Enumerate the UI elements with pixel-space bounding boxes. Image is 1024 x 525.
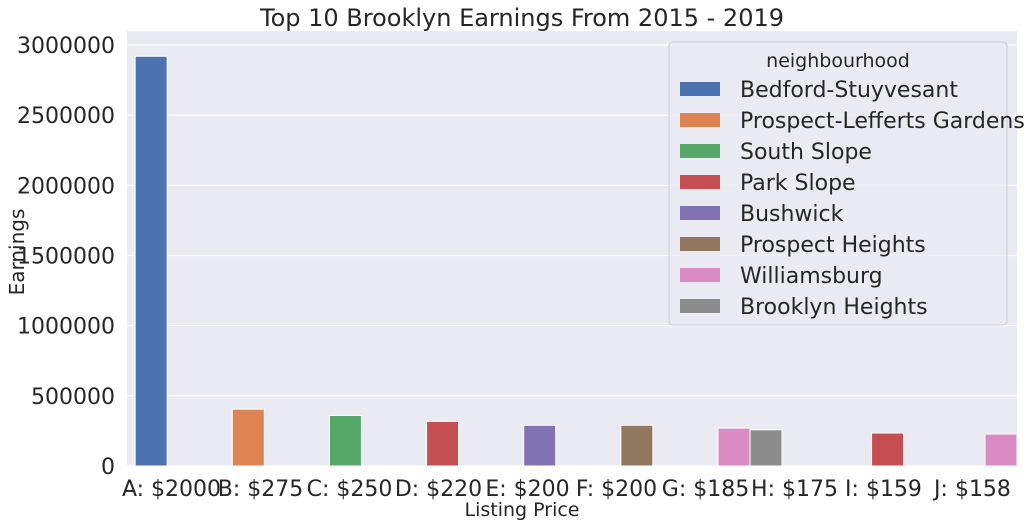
bars <box>134 55 1018 467</box>
legend-label: Brooklyn Heights <box>740 295 928 320</box>
bar <box>871 432 905 467</box>
legend-swatch <box>680 175 720 189</box>
y-tick-label: 2500000 <box>17 104 115 129</box>
x-tick-label: I: $159 <box>845 477 922 502</box>
legend-label: South Slope <box>740 140 872 165</box>
legend-swatch <box>680 268 720 282</box>
y-tick-label: 500000 <box>31 385 115 410</box>
chart-title: Top 10 Brooklyn Earnings From 2015 - 201… <box>259 4 784 32</box>
legend-label: Park Slope <box>740 171 856 196</box>
x-tick-label: D: $220 <box>395 477 482 502</box>
legend-title: neighbourhood <box>766 50 910 72</box>
y-axis-label: Earnings <box>5 209 29 296</box>
legend-swatch <box>680 82 720 96</box>
y-tick-label: 1500000 <box>17 245 115 270</box>
x-tick-label: E: $200 <box>485 477 569 502</box>
y-tick-label: 2000000 <box>17 174 115 199</box>
x-tick-label: G: $185 <box>662 477 749 502</box>
legend: neighbourhood Bedford-Stuyvesant Prospect… <box>668 41 1024 326</box>
x-axis-label: Listing Price <box>465 499 580 521</box>
x-tick-label: A: $2000 <box>122 477 221 502</box>
x-tick-label: J: $158 <box>932 477 1011 502</box>
y-tick-label: 3000000 <box>17 34 115 59</box>
bar <box>523 424 557 467</box>
bar <box>984 433 1018 467</box>
legend-swatch <box>680 113 720 127</box>
x-tick-label: B: $275 <box>218 477 304 502</box>
y-tick-labels: 0 500000 1000000 1500000 2000000 2500000 30000… <box>17 34 115 480</box>
legend-swatch <box>680 144 720 158</box>
legend-label: Bedford-Stuyvesant <box>740 78 958 103</box>
legend-box <box>668 41 1008 326</box>
x-tick-label: C: $250 <box>307 477 393 502</box>
legend-label: Prospect-Lefferts Gardens <box>740 109 1024 134</box>
legend-label: Bushwick <box>740 202 844 227</box>
bar <box>134 55 168 467</box>
y-tick-label: 0 <box>101 455 115 480</box>
legend-swatch <box>680 299 720 313</box>
bar <box>717 427 751 467</box>
bar <box>620 424 654 467</box>
bar <box>328 414 362 467</box>
bar <box>426 420 460 467</box>
legend-label: Prospect Heights <box>740 233 926 258</box>
legend-label: Williamsburg <box>740 264 883 289</box>
bar <box>231 408 265 467</box>
x-tick-label: H: $175 <box>751 477 838 502</box>
x-tick-label: F: $200 <box>576 477 657 502</box>
legend-swatch <box>680 237 720 251</box>
legend-swatch <box>680 206 720 220</box>
bar <box>749 429 783 467</box>
legend-items: Bedford-Stuyvesant Prospect-Lefferts Gard… <box>680 78 1024 320</box>
y-tick-label: 1000000 <box>17 315 115 340</box>
